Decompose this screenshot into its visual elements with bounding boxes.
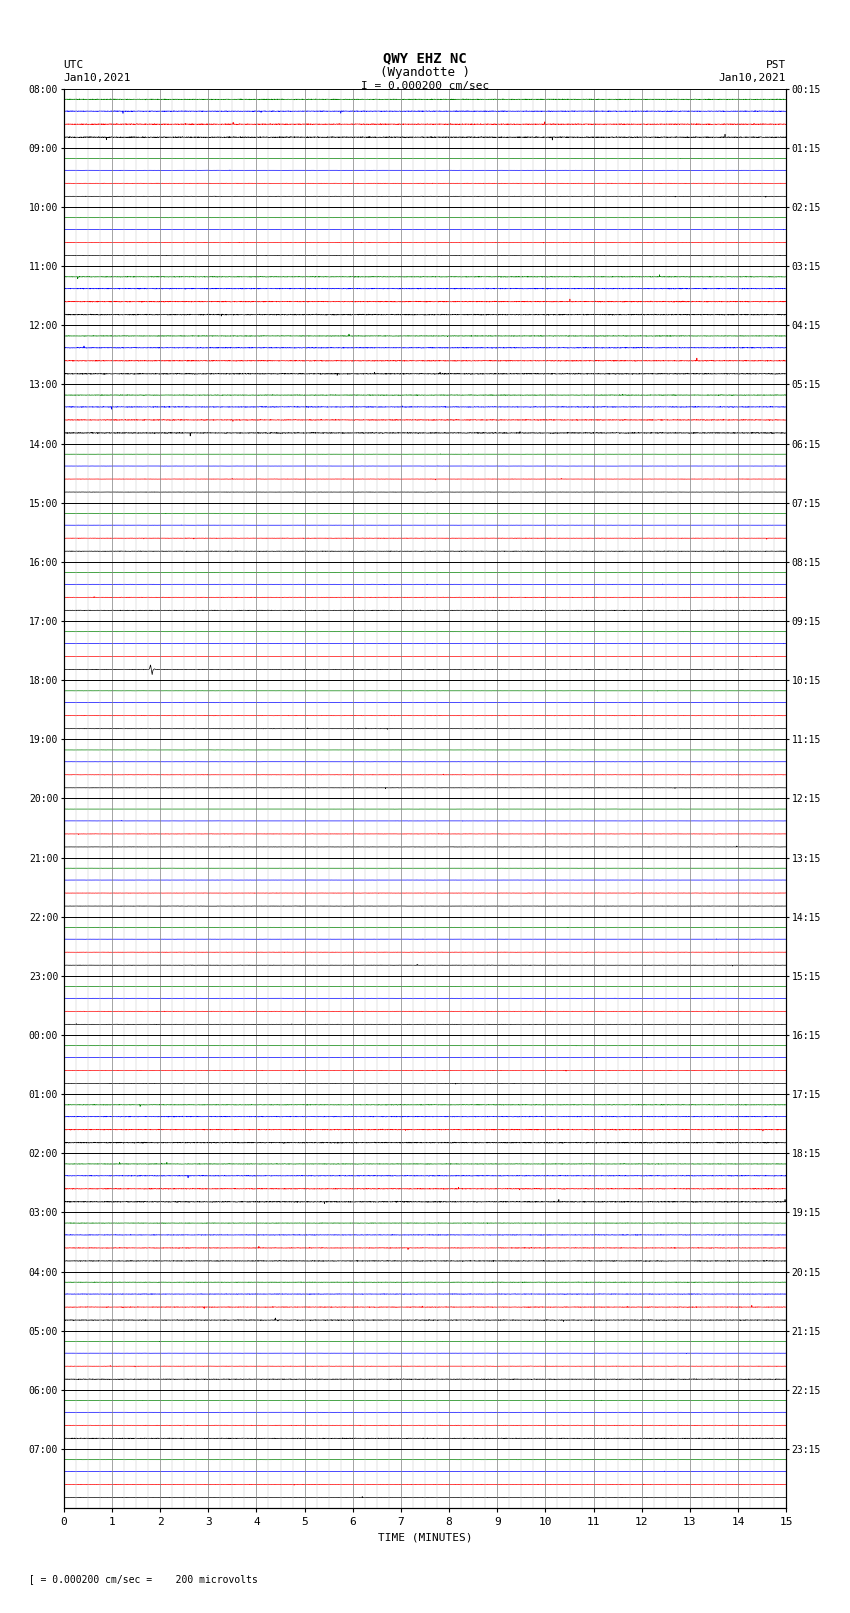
Text: PST: PST xyxy=(766,60,786,69)
Text: QWY EHZ NC: QWY EHZ NC xyxy=(383,52,467,66)
Text: Jan10,2021: Jan10,2021 xyxy=(64,73,131,82)
Text: I = 0.000200 cm/sec: I = 0.000200 cm/sec xyxy=(361,81,489,90)
Text: (Wyandotte ): (Wyandotte ) xyxy=(380,66,470,79)
X-axis label: TIME (MINUTES): TIME (MINUTES) xyxy=(377,1532,473,1542)
Text: UTC: UTC xyxy=(64,60,84,69)
Text: Jan10,2021: Jan10,2021 xyxy=(719,73,786,82)
Text: [ = 0.000200 cm/sec =    200 microvolts: [ = 0.000200 cm/sec = 200 microvolts xyxy=(17,1574,258,1584)
